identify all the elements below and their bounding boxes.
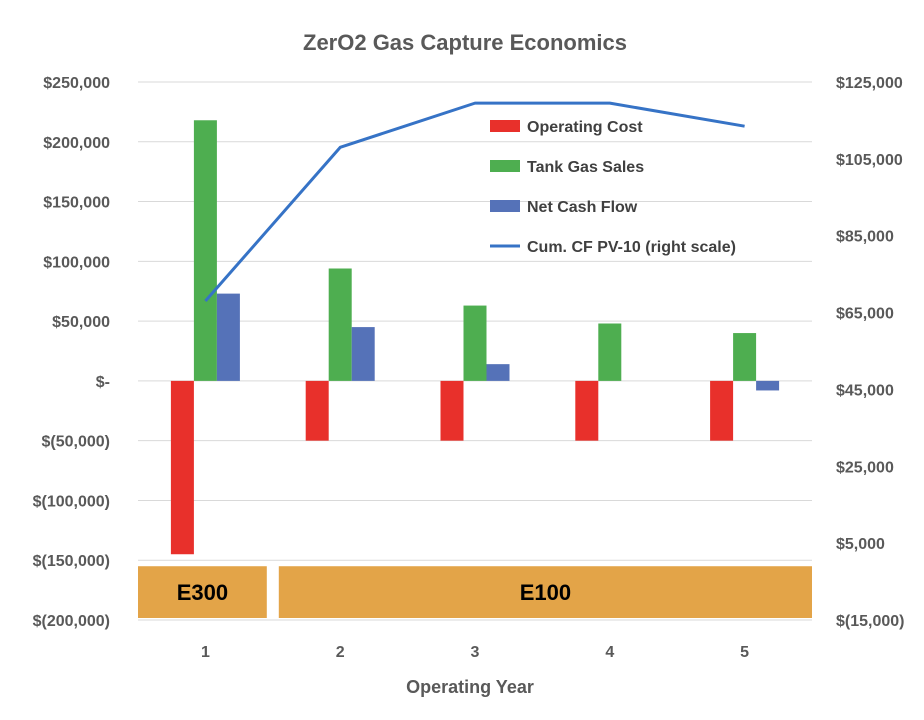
bar-net-cash-flow-1 <box>216 293 240 381</box>
y2-tick-label: $105,000 <box>836 152 903 169</box>
line-cum-cf-pv10 <box>204 101 745 303</box>
bar-tank-gas-sales-3 <box>463 305 487 381</box>
chart-title: ZerO2 Gas Capture Economics <box>303 30 627 55</box>
y-tick-label: $(50,000) <box>42 434 111 451</box>
bar-tank-gas-sales-4 <box>598 323 622 381</box>
bar-operating-cost-2 <box>305 380 329 441</box>
y-tick-label: $200,000 <box>43 135 110 152</box>
band-label: E300 <box>177 580 228 605</box>
bar-net-cash-flow-3 <box>486 364 510 381</box>
y-tick-label: $50,000 <box>52 314 110 331</box>
legend: Operating Cost Tank Gas Sales Net Cash Flo… <box>490 119 736 256</box>
bar-operating-cost-3 <box>440 380 464 441</box>
bar-tank-gas-sales-1 <box>193 120 217 381</box>
bar-operating-cost-1 <box>170 380 194 555</box>
y2-tick-label: $45,000 <box>836 382 894 399</box>
right-axis-ticks: $(15,000) $5,000 $25,000 $45,000 $65,000 $85,… <box>836 75 905 630</box>
legend-swatch <box>490 120 520 132</box>
legend-label: Net Cash Flow <box>527 199 638 216</box>
y2-tick-label: $85,000 <box>836 229 894 246</box>
reservoir-bands: E300 E100 <box>138 566 812 618</box>
bar-operating-cost-5 <box>710 380 734 441</box>
y2-tick-label: $125,000 <box>836 75 903 92</box>
x-tick-label: 4 <box>605 644 614 661</box>
y-tick-label: $(200,000) <box>33 613 110 630</box>
bar-net-cash-flow-5 <box>756 380 780 391</box>
bar-operating-cost-4 <box>575 380 599 441</box>
legend-swatch <box>490 160 520 172</box>
line-series <box>204 101 745 303</box>
y2-tick-label: $5,000 <box>836 536 885 553</box>
bar-net-cash-flow-2 <box>351 327 375 381</box>
x-axis-ticks: 1 2 3 4 5 <box>201 644 749 661</box>
x-axis-title: Operating Year <box>406 677 534 697</box>
legend-label: Tank Gas Sales <box>527 159 644 176</box>
left-axis-ticks: $(200,000) $(150,000) $(100,000) $(50,000) $… <box>33 75 110 630</box>
x-tick-label: 1 <box>201 644 210 661</box>
y-tick-label: $250,000 <box>43 75 110 92</box>
x-tick-label: 5 <box>740 644 749 661</box>
x-tick-label: 2 <box>336 644 345 661</box>
legend-swatch <box>490 200 520 212</box>
y-tick-label: $150,000 <box>43 195 110 212</box>
y-tick-label: $- <box>96 374 110 391</box>
band-e100 <box>278 566 812 618</box>
band-label: E100 <box>520 580 571 605</box>
y-tick-label: $(150,000) <box>33 553 110 570</box>
y-tick-label: $100,000 <box>43 254 110 271</box>
x-tick-label: 3 <box>471 644 480 661</box>
legend-label: Cum. CF PV-10 (right scale) <box>527 239 736 256</box>
legend-label: Operating Cost <box>527 119 643 136</box>
y-tick-label: $(100,000) <box>33 493 110 510</box>
bar-tank-gas-sales-5 <box>733 333 757 381</box>
y2-tick-label: $25,000 <box>836 459 894 476</box>
band-e300 <box>138 566 267 618</box>
y2-tick-label: $(15,000) <box>836 613 905 630</box>
y2-tick-label: $65,000 <box>836 306 894 323</box>
bar-tank-gas-sales-2 <box>328 268 352 381</box>
bars <box>170 120 780 555</box>
